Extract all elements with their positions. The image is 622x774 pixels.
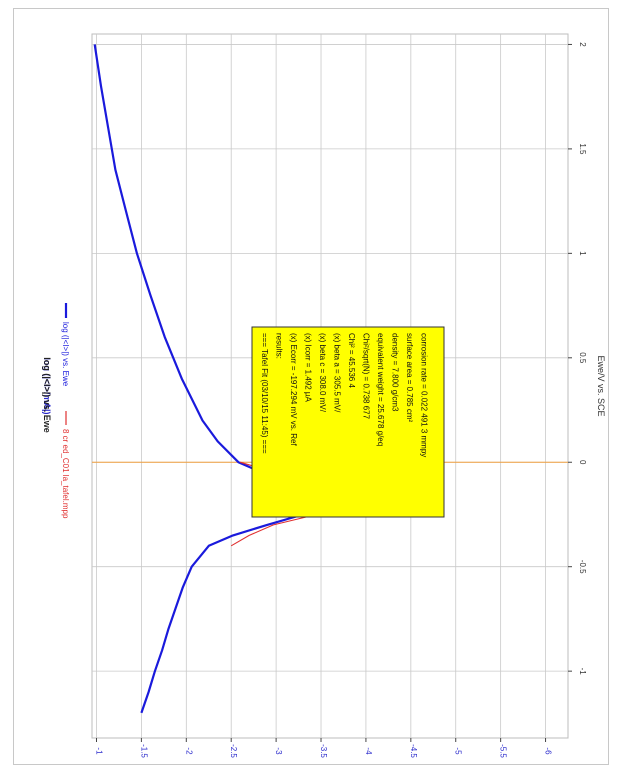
tafel-fit-line: equivalent weight = 25.678 g/eq (376, 333, 385, 446)
tafel-fit-line: surface area = 0.785 cm² (405, 333, 414, 422)
tafel-fit-line: Chi² = 45.536 4 (347, 333, 356, 388)
tafel-fit-line: (x) Ecorr = -197.294 mV vs. Ref (289, 333, 298, 446)
y-tick-label: -4 (364, 747, 373, 755)
x-tick-label: -1 (578, 668, 587, 676)
tafel-fit-line: corrosion rate = 0.022 491 3 mmpy (420, 333, 429, 457)
legend-label-measured: log (|<I>|) vs. Ewe (61, 322, 70, 387)
tafel-fit-line: (x) beta c = 308.0 mV/ (318, 333, 327, 413)
x-tick-label: 0 (578, 460, 587, 465)
tafel-fit-line: === Tafel Fit (03/10/15 11:45) === (260, 333, 269, 454)
tafel-fit-line: density = 7.800 g/cm3 (391, 333, 400, 412)
y-tick-label: -3 (274, 747, 283, 755)
y-tick-label: -1 (94, 747, 103, 755)
y-tick-label: -2 (184, 747, 193, 755)
y-tick-label: -4.5 (409, 744, 418, 758)
y-tick-label: -6 (544, 747, 553, 755)
tafel-fit-line: (x) beta a = 305.5 mV/ (333, 333, 342, 413)
tafel-fit-line: (x) Icorr = 1.492 µA (304, 333, 313, 403)
y-axis-title: log (|<I>/mA|) (42, 357, 52, 414)
y-tick-label: -2.5 (229, 744, 238, 758)
x-tick-label: -0.5 (578, 560, 587, 574)
tafel-fit-line: Chi²/sqrt(N) = 0.738 677 (362, 333, 371, 420)
y-tick-label: -3.5 (319, 744, 328, 758)
x-tick-label: 2 (578, 42, 587, 47)
x-tick-label: 0.5 (578, 352, 587, 364)
y-tick-label: -1.5 (139, 744, 148, 758)
chart-title: log (|<I>|) vs. Ewe (42, 357, 52, 433)
x-tick-label: 1.5 (578, 143, 587, 155)
tafel-fit-line: results: (275, 333, 284, 359)
tafel-fit-box (251, 326, 445, 518)
y-tick-label: -5.5 (499, 744, 508, 758)
legend-label-fit: 8 cr ed_C01 la_tafel.mpp (61, 429, 70, 519)
y-tick-label: -5 (454, 747, 463, 755)
x-axis-title: Ewe/V vs. SCE (596, 355, 606, 416)
x-tick-label: 1 (578, 251, 587, 256)
